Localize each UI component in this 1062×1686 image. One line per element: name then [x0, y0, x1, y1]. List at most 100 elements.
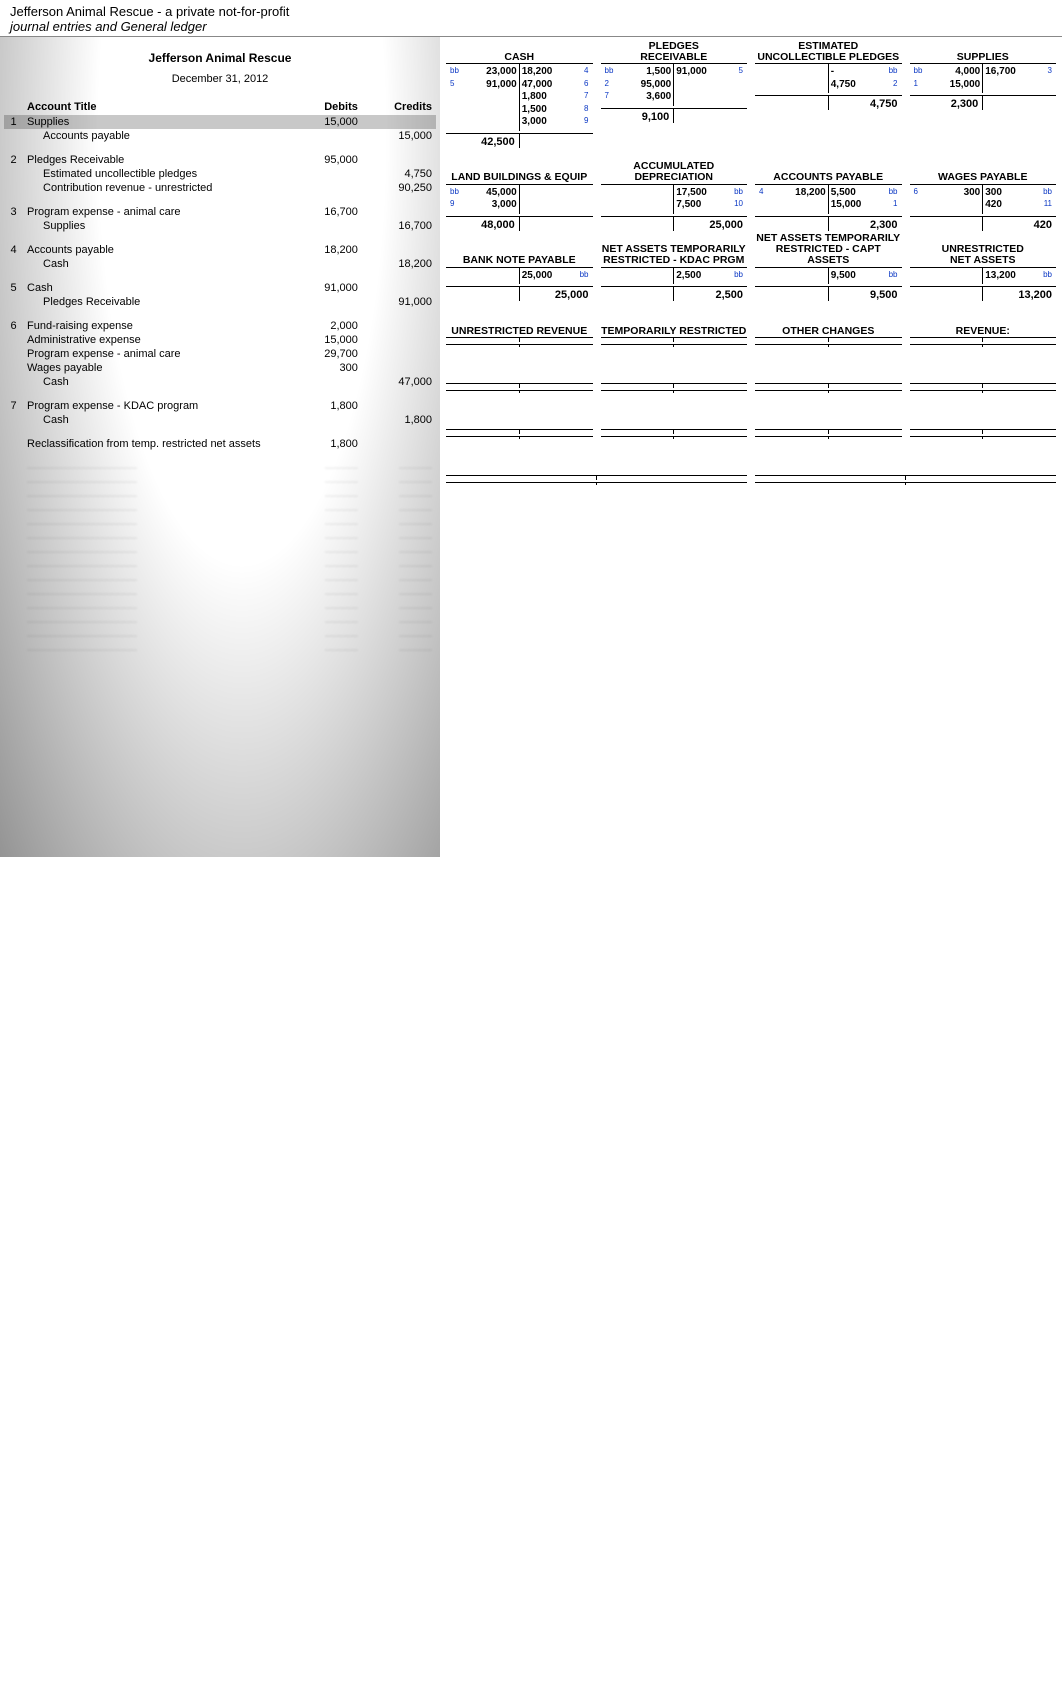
t-account	[446, 407, 593, 439]
t-balance-left	[446, 390, 520, 393]
account-title: Pledges Receivable	[23, 153, 288, 167]
credit-amt	[362, 319, 436, 333]
t-amt: 15,000	[950, 79, 981, 92]
t-balance-right	[983, 95, 1056, 110]
t-amt: 47,000	[522, 79, 553, 92]
journal-date: December 31, 2012	[4, 69, 436, 99]
credit-amt: 16,700	[362, 219, 436, 233]
debit-amt	[288, 167, 362, 181]
t-line: 4,7502	[831, 79, 900, 92]
entry-index	[4, 413, 23, 427]
t-account-title	[755, 361, 902, 383]
t-line: 73,600	[603, 91, 672, 104]
ledger-row: CASHbb23,000591,00018,200447,00061,80071…	[446, 41, 1056, 148]
t-balance-left: 2,300	[910, 95, 984, 110]
t-account-title: ACCUMULATED DEPRECIATION	[601, 162, 748, 184]
t-balance-right: 25,000	[520, 286, 593, 301]
t-ref: 9	[448, 199, 456, 212]
account-title: Wages payable	[23, 361, 288, 375]
credit-amt: 4,750	[362, 167, 436, 181]
t-balance-right	[983, 390, 1056, 393]
page-subtitle: journal entries and General ledger	[0, 19, 1062, 37]
t-line: 18,2004	[522, 66, 591, 79]
t-ref: bb	[732, 187, 745, 200]
t-balance-left	[601, 216, 675, 231]
debit-amt: 91,000	[288, 281, 362, 295]
t-line: 9,500bb	[831, 270, 900, 283]
credit-amt	[362, 281, 436, 295]
entry-index	[4, 347, 23, 361]
t-balance-right	[520, 390, 593, 393]
ledger-row	[446, 407, 1056, 439]
t-balance-right	[829, 390, 902, 393]
entry-index: 3	[4, 205, 23, 219]
t-balance-left	[755, 436, 829, 439]
t-line: 25,000bb	[522, 270, 591, 283]
debit-amt	[288, 129, 362, 143]
t-line: bb45,000	[448, 187, 517, 200]
t-balance-right: 2,500	[674, 286, 747, 301]
t-ref: bb	[448, 66, 461, 79]
t-account-title: LAND BUILDINGS & EQUIP	[446, 162, 593, 184]
credit-amt	[362, 347, 436, 361]
entry-index	[4, 333, 23, 347]
t-balance-right: 13,200	[983, 286, 1056, 301]
credit-amt: 47,000	[362, 375, 436, 389]
t-line: 5,500bb	[831, 187, 900, 200]
t-balance-right	[983, 344, 1056, 347]
account-title: Cash	[23, 413, 288, 427]
t-ref: 7	[582, 91, 590, 104]
t-amt: 2,500	[676, 270, 701, 283]
t-account-title: NET ASSETS TEMPORARILY RESTRICTED - KDAC…	[601, 245, 748, 267]
debit-amt: 95,000	[288, 153, 362, 167]
t-line: 91,0005	[676, 66, 745, 79]
t-account-title: ACCOUNTS PAYABLE	[755, 162, 902, 184]
account-title: Program expense - KDAC program	[23, 399, 288, 413]
t-account: PLEDGES RECEIVABLEbb1,500295,00073,60091…	[601, 41, 748, 148]
account-title: Estimated uncollectible pledges	[23, 167, 288, 181]
ledger-panel: CASHbb23,000591,00018,200447,00061,80071…	[440, 37, 1062, 539]
t-account: LAND BUILDINGS & EQUIPbb45,00093,00048,0…	[446, 162, 593, 231]
t-ref: bb	[578, 270, 591, 283]
t-ref: 2	[891, 79, 899, 92]
t-amt: 91,000	[486, 79, 517, 92]
t-account-title: SUPPLIES	[910, 41, 1057, 63]
t-ref: 4	[582, 66, 590, 79]
t-balance-right	[520, 344, 593, 347]
t-account-title	[755, 407, 902, 429]
t-line: 17,500 bb	[676, 187, 745, 200]
t-balance-right	[674, 390, 747, 393]
t-line: 47,0006	[522, 79, 591, 92]
debit-amt: 18,200	[288, 243, 362, 257]
t-balance-right	[597, 482, 747, 485]
ledger-row: BANK NOTE PAYABLE 25,000bb 25,000 NET ASSET…	[446, 245, 1056, 302]
debit-amt	[288, 181, 362, 195]
entry-index: 7	[4, 399, 23, 413]
t-account	[755, 453, 1056, 485]
t-balance-right	[520, 436, 593, 439]
t-account-title: BANK NOTE PAYABLE	[446, 245, 593, 267]
t-ref: bb	[887, 187, 900, 200]
debit-amt: 16,700	[288, 205, 362, 219]
account-title: Supplies	[23, 115, 288, 129]
t-ref: 1	[912, 79, 920, 92]
account-title: Contribution revenue - unrestricted	[23, 181, 288, 195]
journal-table: Account Title Debits Credits 1Supplies15…	[4, 99, 436, 461]
t-balance-left	[755, 390, 829, 393]
t-balance-right	[983, 436, 1056, 439]
t-amt: 300	[964, 187, 981, 200]
entry-index	[4, 167, 23, 181]
t-account	[755, 407, 902, 439]
t-amt: 17,500	[676, 187, 707, 200]
t-amt: 23,000	[486, 66, 517, 79]
t-line: 1 15,000	[912, 79, 981, 92]
t-line: 7,50010	[676, 199, 745, 212]
t-account-title	[601, 407, 748, 429]
debit-amt: 15,000	[288, 333, 362, 347]
t-account-title	[446, 407, 593, 429]
ledger-row: UNRESTRICTED REVENUETEMPORARILY RESTRICT…	[446, 315, 1056, 347]
debit-amt: 15,000	[288, 115, 362, 129]
t-account-title	[910, 361, 1057, 383]
t-ref: bb	[448, 187, 461, 200]
debit-amt	[288, 257, 362, 271]
